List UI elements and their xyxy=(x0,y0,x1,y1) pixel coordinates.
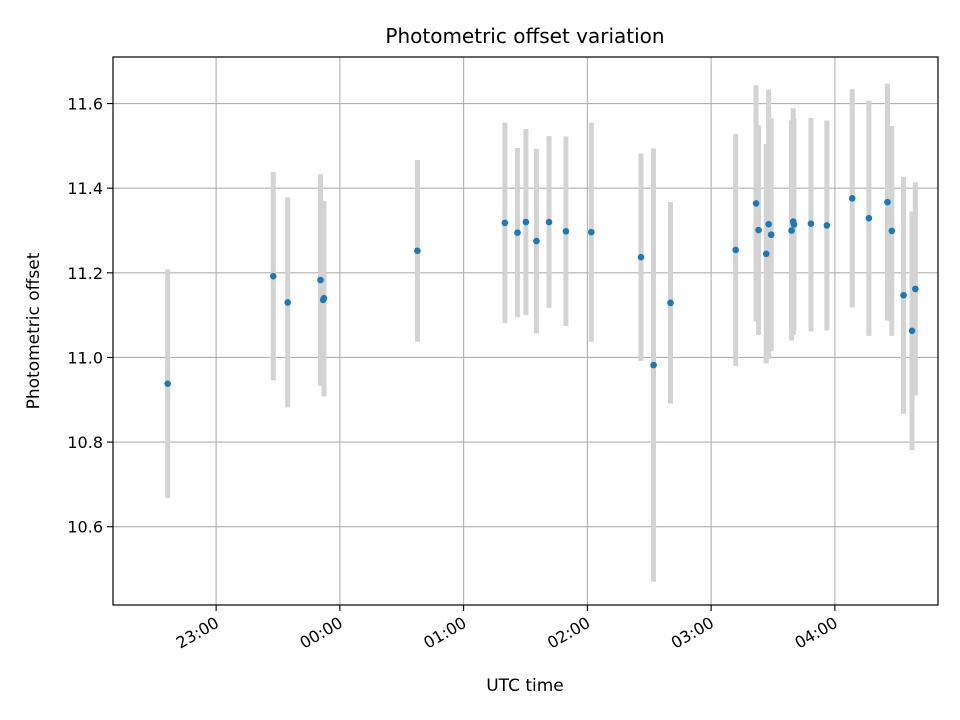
data-point xyxy=(501,219,509,227)
data-point xyxy=(912,285,919,293)
data-point xyxy=(752,200,760,207)
data-point xyxy=(732,246,739,254)
data-point xyxy=(650,361,657,369)
data-point xyxy=(823,222,831,229)
data-point xyxy=(284,299,291,306)
x-axis-label: UTC time xyxy=(486,676,564,696)
axes-frame xyxy=(112,56,939,606)
data-point xyxy=(848,195,856,202)
y-axis-label: Photometric offset xyxy=(24,252,44,409)
data-point xyxy=(888,227,896,235)
data-point xyxy=(908,327,916,335)
data-point xyxy=(533,237,540,245)
data-point xyxy=(319,296,327,304)
data-point xyxy=(414,247,421,255)
data-point xyxy=(884,198,891,206)
y-tick-label: 11.2 xyxy=(67,264,103,283)
data-point xyxy=(514,229,521,236)
data-point xyxy=(762,250,770,258)
data-point xyxy=(765,220,772,228)
y-tick-label: 10.8 xyxy=(67,433,103,452)
y-tick-label: 10.6 xyxy=(67,518,103,537)
data-point xyxy=(900,291,907,299)
y-tick-label: 11.6 xyxy=(67,95,103,114)
data-point xyxy=(667,299,674,307)
y-axis: 10.6 10.8 11.0 11.2 11.4 11.6 xyxy=(67,95,113,537)
data-point xyxy=(767,231,775,239)
data-point xyxy=(755,226,762,234)
data-point xyxy=(587,228,595,236)
point-layer xyxy=(164,195,919,387)
data-point xyxy=(545,218,553,226)
data-point xyxy=(865,214,873,222)
data-point xyxy=(562,228,570,235)
data-point xyxy=(788,227,795,234)
data-point xyxy=(637,253,645,261)
data-point xyxy=(807,220,815,228)
data-point xyxy=(269,272,277,280)
y-tick-label: 11.4 xyxy=(67,179,103,198)
data-point xyxy=(317,276,324,284)
data-point xyxy=(522,218,530,226)
data-point xyxy=(790,221,798,228)
data-point xyxy=(164,380,171,387)
y-tick-label: 11.0 xyxy=(67,348,103,367)
chart-title: Photometric offset variation xyxy=(385,24,664,48)
